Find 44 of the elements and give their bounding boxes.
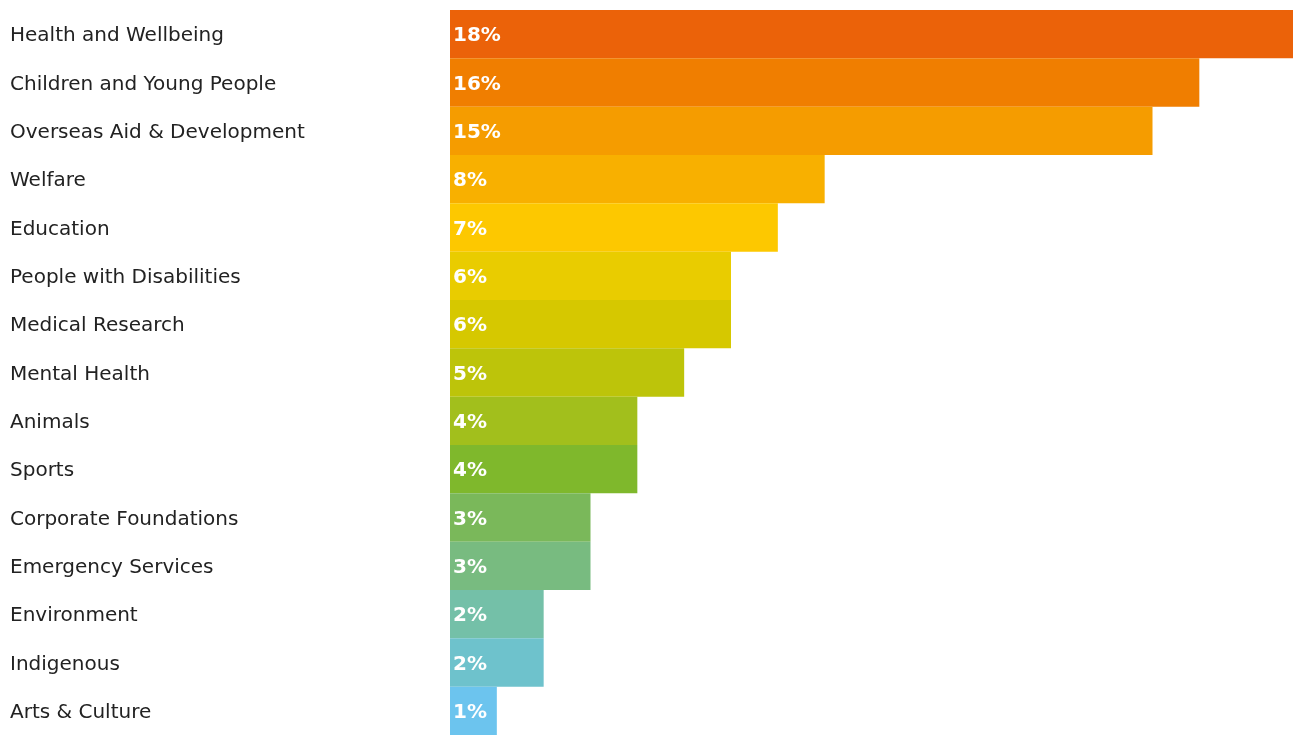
bar [450, 251, 731, 300]
y-tick-label: Animals [10, 408, 90, 433]
data-label: 1% [453, 698, 487, 723]
data-label: 18% [453, 22, 501, 47]
data-label: 4% [453, 457, 487, 482]
data-label: 7% [453, 215, 487, 240]
bar [450, 541, 591, 590]
data-label: 5% [453, 360, 487, 385]
bar [450, 348, 685, 397]
y-tick-label: Overseas Aid & Development [10, 118, 305, 143]
bar [450, 445, 638, 494]
bar [450, 493, 591, 542]
data-label: 8% [453, 167, 487, 192]
bar [450, 300, 731, 349]
bar [450, 155, 825, 204]
bar [450, 396, 638, 445]
bar [450, 203, 778, 252]
bar [450, 58, 1200, 107]
data-label: 2% [453, 602, 487, 627]
bar [450, 106, 1153, 155]
y-tick-label: Mental Health [10, 360, 150, 385]
data-label: 3% [453, 553, 487, 578]
y-tick-label: Medical Research [10, 312, 185, 337]
y-tick-label: Environment [10, 602, 138, 627]
data-label: 15% [453, 118, 501, 143]
bar [450, 590, 544, 639]
y-tick-label: Corporate Foundations [10, 505, 239, 530]
y-tick-label: People with Disabilities [10, 263, 241, 288]
y-tick-label: Arts & Culture [10, 698, 152, 723]
y-tick-label: Welfare [10, 167, 86, 192]
data-label: 6% [453, 263, 487, 288]
data-label: 4% [453, 408, 487, 433]
y-tick-label: Education [10, 215, 110, 240]
y-tick-label: Sports [10, 457, 75, 482]
data-label: 16% [453, 70, 501, 95]
data-label: 6% [453, 312, 487, 337]
y-tick-label: Indigenous [10, 650, 120, 675]
y-tick-label: Children and Young People [10, 70, 277, 95]
data-label: 2% [453, 650, 487, 675]
bar [450, 638, 544, 687]
y-tick-label: Emergency Services [10, 553, 214, 578]
bar [450, 10, 1293, 59]
y-tick-label: Health and Wellbeing [10, 22, 224, 47]
data-label: 3% [453, 505, 487, 530]
